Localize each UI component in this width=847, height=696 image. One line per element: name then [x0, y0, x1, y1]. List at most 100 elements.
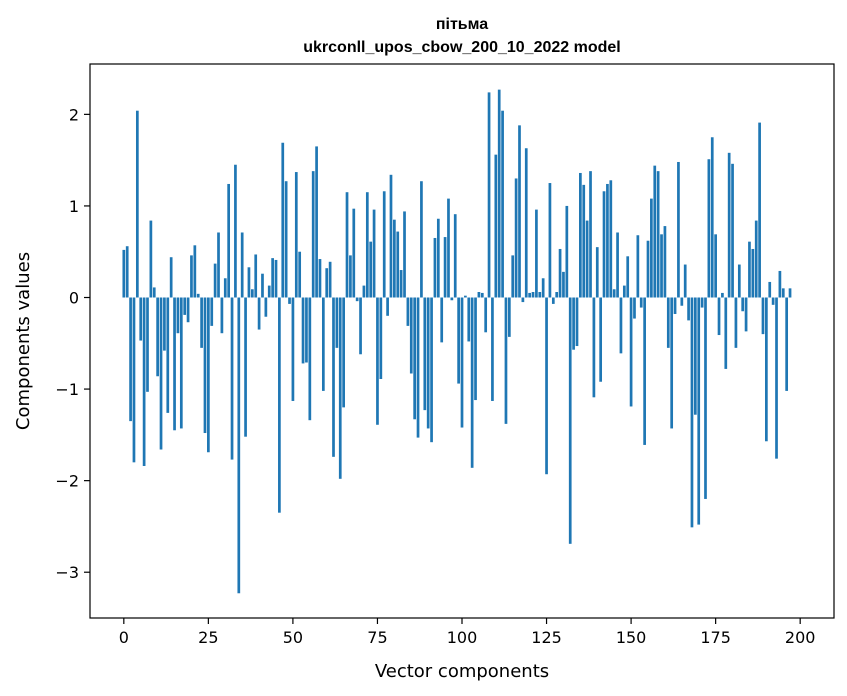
bar	[271, 258, 274, 298]
y-tick-label: 0	[69, 289, 79, 308]
x-tick-label: 175	[700, 628, 731, 647]
bar	[244, 297, 247, 437]
y-tick-label: 1	[69, 197, 79, 216]
chart-title: пітьма	[436, 16, 488, 33]
bar	[622, 285, 626, 298]
bar	[717, 297, 721, 336]
bar	[426, 297, 430, 429]
bar	[585, 220, 589, 298]
bar	[345, 192, 349, 298]
bar	[281, 142, 285, 298]
bar	[443, 237, 447, 298]
bar	[376, 297, 379, 425]
bar	[528, 292, 531, 298]
bar	[734, 297, 738, 348]
bar	[521, 297, 525, 303]
bar	[501, 110, 504, 298]
bar	[359, 297, 362, 355]
bar	[349, 255, 352, 298]
bar	[538, 292, 542, 298]
bar	[602, 191, 606, 298]
bar	[555, 292, 559, 298]
bar	[196, 293, 200, 298]
bar	[139, 297, 143, 341]
bar	[227, 183, 231, 298]
bar	[328, 261, 332, 298]
y-tick-label: −3	[55, 563, 79, 582]
bar	[626, 256, 630, 298]
bar	[318, 259, 322, 298]
bar	[727, 152, 731, 298]
bar	[298, 251, 302, 298]
bar	[440, 297, 444, 343]
x-tick-label: 25	[198, 628, 218, 647]
bar	[176, 297, 180, 334]
bar	[294, 172, 298, 298]
bar	[159, 297, 163, 450]
bar	[257, 297, 261, 330]
bar	[470, 297, 474, 468]
bar	[568, 297, 572, 544]
bar	[335, 297, 339, 348]
x-tick-label: 0	[119, 628, 129, 647]
bar	[551, 297, 555, 304]
bar	[450, 297, 454, 301]
bar	[457, 297, 460, 384]
bar	[541, 278, 545, 298]
y-axis-label: Components values	[13, 252, 34, 430]
bar	[562, 271, 565, 298]
x-tick-label: 125	[531, 628, 562, 647]
x-tick-label: 75	[367, 628, 387, 647]
bar	[765, 297, 768, 442]
bar	[365, 192, 369, 298]
bar	[721, 292, 724, 298]
bar	[704, 297, 707, 499]
bar	[152, 287, 156, 298]
bar	[751, 248, 755, 298]
bar	[284, 181, 288, 298]
bar	[396, 231, 400, 298]
bar	[609, 180, 613, 298]
bar	[514, 178, 518, 298]
y-tick-label: 2	[69, 105, 79, 124]
bar	[382, 191, 386, 298]
bar	[582, 184, 586, 298]
bar	[781, 288, 785, 298]
bar	[731, 163, 734, 298]
bar	[149, 220, 153, 298]
bar	[565, 205, 569, 298]
bar	[423, 297, 427, 411]
bar	[643, 297, 646, 445]
bar	[240, 232, 244, 298]
y-tick-label: −1	[55, 380, 79, 399]
bar	[301, 297, 305, 364]
bar	[775, 297, 778, 459]
x-tick-label: 100	[447, 628, 478, 647]
bar	[315, 146, 318, 298]
bar	[132, 297, 136, 463]
bar	[254, 254, 258, 298]
bar	[650, 198, 653, 298]
bar	[663, 226, 667, 298]
bar	[737, 264, 741, 298]
bar	[788, 288, 792, 298]
bar	[589, 171, 592, 298]
bar	[748, 241, 751, 298]
bar	[325, 268, 329, 298]
bar	[697, 297, 701, 525]
bar	[670, 297, 674, 429]
bar	[223, 278, 227, 298]
bar	[291, 297, 295, 401]
bar	[660, 234, 663, 298]
bar	[693, 297, 697, 415]
y-axis: −3 −2 −1 0 1 2	[55, 105, 90, 582]
bar	[707, 159, 711, 298]
bar	[758, 122, 761, 298]
bar	[447, 198, 450, 298]
x-tick-label: 200	[785, 628, 816, 647]
bar	[477, 292, 481, 298]
bar	[142, 297, 146, 466]
bar	[656, 171, 660, 298]
bar	[308, 297, 312, 421]
bar	[173, 297, 176, 431]
